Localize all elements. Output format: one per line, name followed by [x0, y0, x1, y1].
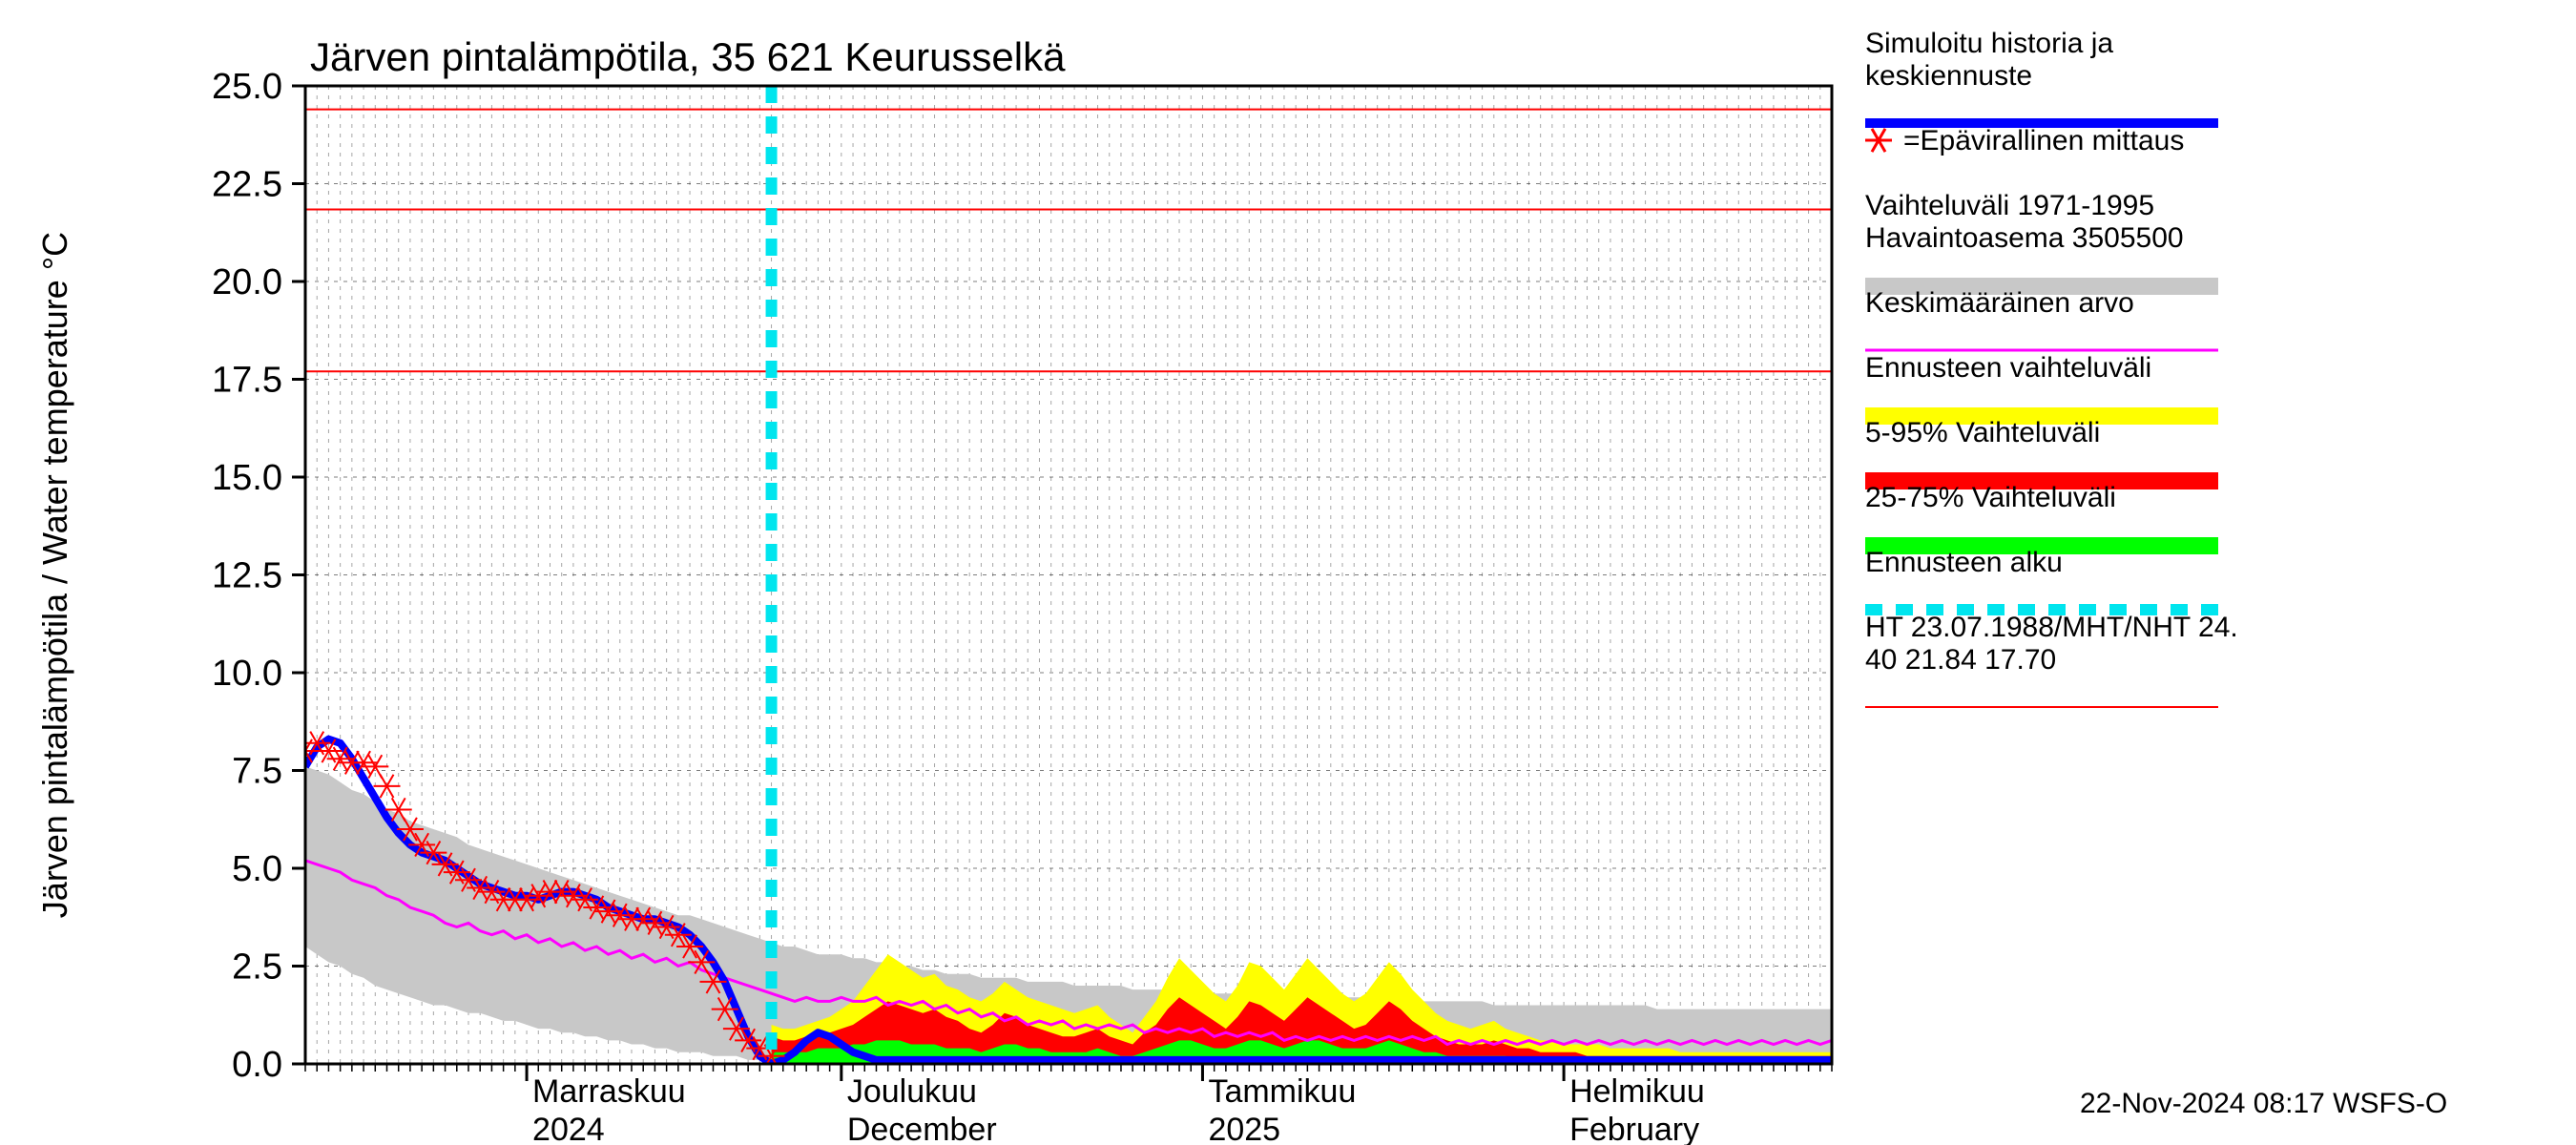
- footer-timestamp: 22-Nov-2024 08:17 WSFS-O: [2080, 1088, 2447, 1119]
- legend-label: keskiennuste: [1865, 60, 2032, 92]
- y-tick-label: 22.5: [212, 165, 282, 205]
- legend-label: HT 23.07.1988/MHT/NHT 24.: [1865, 612, 2238, 643]
- y-tick-label: 7.5: [232, 752, 282, 792]
- chart-title: Järven pintalämpötila, 35 621 Keurusselk…: [310, 34, 1066, 79]
- y-tick-label: 15.0: [212, 458, 282, 498]
- x-month-label: 2024: [532, 1112, 605, 1145]
- x-month-label: Tammikuu: [1208, 1073, 1356, 1110]
- legend-label: Keskimääräinen arvo: [1865, 287, 2134, 319]
- chart-container: 0.0 2.5 5.0 7.5 10.0 12.5 15.0 17.5 20.0 22.5 25.0…: [0, 0, 2576, 1145]
- y-axis-label: Järven pintalämpötila / Water temperatur…: [35, 232, 74, 918]
- legend-label: Ennusteen alku: [1865, 547, 2063, 578]
- y-tick-label: 20.0: [212, 262, 282, 302]
- legend-label: 5-95% Vaihteluväli: [1865, 417, 2100, 448]
- x-month-label: December: [847, 1112, 997, 1145]
- x-month-label: Joulukuu: [847, 1073, 977, 1110]
- y-tick-label: 2.5: [232, 947, 282, 988]
- x-month-label: February: [1569, 1112, 1699, 1145]
- y-tick-label: 17.5: [212, 361, 282, 401]
- legend-label: 25-75% Vaihteluväli: [1865, 482, 2116, 513]
- legend-label: Ennusteen vaihteluväli: [1865, 352, 2151, 384]
- legend-label: =Epävirallinen mittaus: [1903, 125, 2184, 156]
- legend-label: Simuloitu historia ja: [1865, 28, 2113, 59]
- x-month-label: 2025: [1208, 1112, 1280, 1145]
- legend-label: Havaintoasema 3505500: [1865, 222, 2184, 254]
- y-tick-label: 12.5: [212, 556, 282, 596]
- x-month-label: Marraskuu: [532, 1073, 686, 1110]
- legend-label: Vaihteluväli 1971-1995: [1865, 190, 2154, 221]
- x-month-label: Helmikuu: [1569, 1073, 1705, 1110]
- legend-marker-icon: [1865, 129, 1892, 152]
- y-tick-label: 0.0: [232, 1045, 282, 1085]
- chart-svg: 0.0 2.5 5.0 7.5 10.0 12.5 15.0 17.5 20.0 22.5 25.0…: [0, 0, 2576, 1145]
- y-tick-label: 10.0: [212, 654, 282, 694]
- legend-label: 40 21.84 17.70: [1865, 644, 2056, 676]
- y-tick-label: 5.0: [232, 849, 282, 889]
- y-tick-label: 25.0: [212, 67, 282, 107]
